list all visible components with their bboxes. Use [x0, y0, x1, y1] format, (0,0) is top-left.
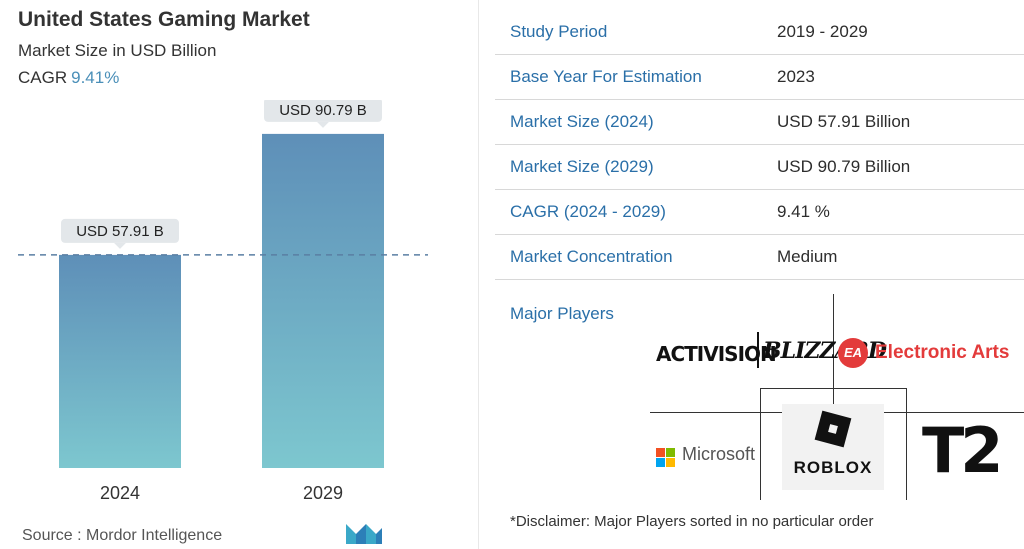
chart-panel: United States Gaming Market Market Size … — [0, 0, 470, 549]
table-row: CAGR (2024 - 2029) 9.41 % — [495, 190, 1024, 235]
data-label: USD 57.91 B — [76, 223, 164, 240]
row-key: Market Concentration — [510, 247, 673, 266]
roblox-icon — [814, 410, 852, 448]
disclaimer-text: *Disclaimer: Major Players sorted in no … — [510, 513, 874, 530]
cagr-value: 9.41% — [71, 68, 120, 87]
microsoft-icon — [656, 448, 665, 457]
row-key: Base Year For Estimation — [510, 67, 702, 86]
source-text: Source : Mordor Intelligence — [22, 527, 223, 544]
bar-chart: USD 57.91 B 2024 USD 90.79 B 2029 — [18, 100, 428, 503]
microsoft-icon — [666, 448, 675, 457]
x-tick-label: 2029 — [303, 483, 343, 503]
data-label: USD 90.79 B — [279, 102, 367, 119]
row-value: USD 90.79 Billion — [777, 157, 911, 176]
cagr-label: CAGR — [18, 68, 68, 87]
data-label-bg — [61, 218, 179, 243]
row-key: Study Period — [510, 22, 608, 41]
grid-line — [833, 294, 834, 404]
table-row: Market Size (2024) USD 57.91 Billion — [495, 100, 1024, 145]
data-label-bg — [264, 100, 382, 122]
logo-separator — [757, 332, 759, 368]
roblox-logo: ROBLOX — [782, 404, 884, 490]
table-row: Market Concentration Medium — [495, 235, 1024, 280]
take-two-logo: T2 — [922, 414, 1003, 487]
facts-table: Study Period 2019 - 2029 Base Year For E… — [495, 10, 1024, 280]
data-label-pointer — [114, 242, 126, 249]
activision-logo: ACTIVISION — [656, 342, 777, 366]
row-value: 9.41 % — [777, 202, 830, 221]
table-row: Base Year For Estimation 2023 — [495, 55, 1024, 100]
panel-divider — [478, 0, 479, 549]
mordor-intelligence-logo — [346, 524, 382, 544]
table-row: Study Period 2019 - 2029 — [495, 10, 1024, 55]
chart-title: United States Gaming Market — [18, 8, 310, 31]
grid-line — [906, 388, 907, 500]
row-key: Market Size (2024) — [510, 112, 654, 131]
cagr-line: CAGR 9.41% — [18, 68, 119, 88]
ea-icon: EA — [838, 338, 868, 368]
row-value: Medium — [777, 247, 838, 266]
row-key: Market Size (2029) — [510, 157, 654, 176]
major-players-title: Major Players — [510, 304, 614, 323]
bar — [59, 254, 181, 468]
data-label-pointer — [317, 121, 329, 128]
row-value: 2019 - 2029 — [777, 22, 868, 41]
microsoft-icon — [666, 458, 675, 467]
player-logos-grid: ACTIVISION BLIZZARD EA Electronic Arts M… — [650, 294, 1024, 500]
roblox-text: ROBLOX — [793, 458, 873, 477]
bar — [262, 133, 384, 468]
microsoft-icon — [656, 458, 665, 467]
grid-line — [760, 388, 761, 500]
chart-subtitle: Market Size in USD Billion — [18, 41, 217, 60]
row-value: USD 57.91 Billion — [777, 112, 911, 131]
table-row: Market Size (2029) USD 90.79 Billion — [495, 145, 1024, 190]
grid-line — [760, 388, 906, 389]
electronic-arts-logo: Electronic Arts — [875, 342, 1010, 363]
microsoft-text: Microsoft — [682, 444, 756, 464]
row-key: CAGR (2024 - 2029) — [510, 202, 666, 221]
x-tick-label: 2024 — [100, 483, 140, 503]
row-value: 2023 — [777, 67, 815, 86]
